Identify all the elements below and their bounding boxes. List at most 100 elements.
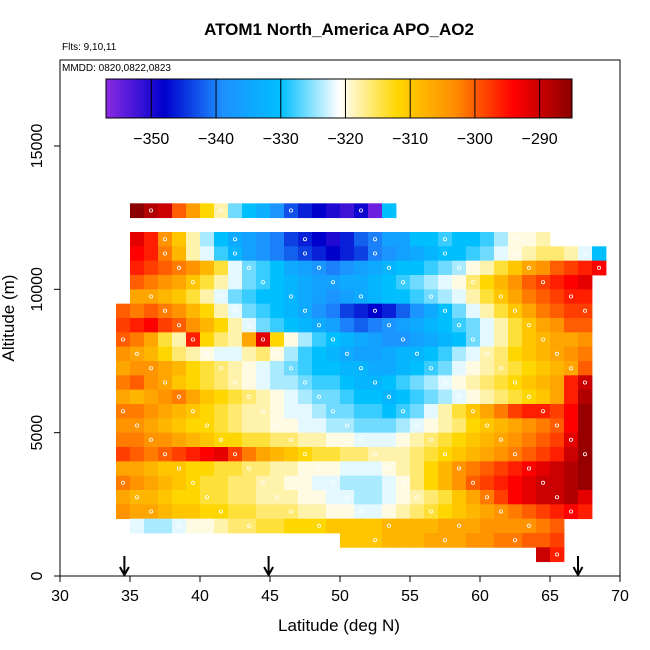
- sample-point-marker: [400, 337, 405, 342]
- heatmap-cell: [410, 232, 425, 247]
- heatmap-cell: [354, 418, 369, 434]
- heatmap-cell: [158, 418, 173, 434]
- heatmap-cell: [116, 375, 131, 391]
- heatmap-cell: [508, 346, 523, 362]
- heatmap-cell: [424, 447, 439, 462]
- heatmap-cell: [480, 404, 495, 419]
- heatmap-cell: [200, 389, 215, 405]
- heatmap-cell: [200, 418, 215, 434]
- heatmap-cell: [564, 289, 579, 305]
- heatmap-cell: [550, 361, 565, 376]
- heatmap-cell: [438, 504, 453, 520]
- heatmap-cell: [242, 490, 257, 505]
- sample-point-marker: [302, 251, 307, 256]
- heatmap-cell: [270, 461, 285, 477]
- x-tick-label: 55: [401, 588, 419, 605]
- heatmap-cell: [410, 318, 425, 333]
- heatmap-cell: [410, 404, 425, 419]
- heatmap-cell: [200, 504, 215, 520]
- flights-annotation: Flts: 9,10,11: [62, 42, 117, 53]
- heatmap-cell: [270, 447, 285, 462]
- heatmap-cell: [508, 318, 523, 333]
- heatmap-cell: [452, 490, 467, 505]
- heatmap-cell: [130, 289, 145, 305]
- heatmap-cell: [550, 504, 565, 520]
- heatmap-cell: [158, 404, 173, 419]
- heatmap-cell: [116, 404, 131, 419]
- heatmap-cell: [396, 275, 411, 290]
- colorbar-tick-label: −290: [522, 131, 558, 148]
- heatmap-cell: [480, 533, 495, 548]
- heatmap-cell: [284, 404, 299, 419]
- sample-point-marker: [442, 308, 447, 313]
- heatmap-cells: [116, 203, 607, 563]
- heatmap-cell: [522, 518, 537, 534]
- heatmap-cell: [536, 275, 551, 290]
- heatmap-cell: [172, 447, 187, 462]
- heatmap-cell: [480, 490, 495, 505]
- heatmap-cell: [564, 475, 579, 491]
- x-tick-label: 35: [121, 588, 139, 605]
- heatmap-cell: [438, 389, 453, 405]
- sample-point-marker: [498, 294, 503, 299]
- sample-point-marker: [148, 509, 153, 514]
- heatmap-cell: [494, 418, 509, 434]
- heatmap-cell: [424, 490, 439, 505]
- heatmap-cell: [200, 246, 215, 262]
- heatmap-cell: [242, 389, 257, 405]
- heatmap-cell: [536, 504, 551, 520]
- heatmap-cell: [284, 361, 299, 376]
- heatmap-cell: [410, 490, 425, 505]
- heatmap-cell: [116, 332, 131, 348]
- heatmap-cell: [298, 246, 313, 262]
- sample-point-marker: [121, 337, 126, 342]
- heatmap-cell: [200, 289, 215, 305]
- heatmap-cell: [578, 375, 593, 391]
- heatmap-cell: [298, 475, 313, 491]
- heatmap-cell: [368, 504, 383, 520]
- sample-point-marker: [302, 237, 307, 242]
- heatmap-cell: [284, 432, 299, 448]
- heatmap-cell: [452, 346, 467, 362]
- heatmap-cell: [480, 303, 495, 319]
- heatmap-cell: [242, 404, 257, 419]
- heatmap-cell: [438, 404, 453, 419]
- sample-point-marker: [344, 351, 349, 356]
- heatmap-cell: [438, 246, 453, 262]
- sample-point-marker: [232, 308, 237, 313]
- heatmap-cell: [438, 375, 453, 391]
- heatmap-cell: [326, 447, 341, 462]
- heatmap-cell: [144, 275, 159, 290]
- heatmap-cell: [144, 303, 159, 319]
- heatmap-cell: [158, 332, 173, 348]
- heatmap-cell: [186, 447, 201, 462]
- heatmap-cell: [368, 232, 383, 247]
- heatmap-cell: [186, 260, 201, 276]
- heatmap-cell: [214, 361, 229, 376]
- sample-point-marker: [218, 366, 223, 371]
- heatmap-cell: [284, 375, 299, 391]
- heatmap-cell: [536, 418, 551, 434]
- sample-point-marker: [442, 452, 447, 457]
- heatmap-cell: [424, 246, 439, 262]
- heatmap-cell: [578, 447, 593, 462]
- sample-point-marker: [330, 480, 335, 485]
- heatmap-cell: [116, 475, 131, 491]
- sample-point-marker: [358, 366, 363, 371]
- heatmap-cell: [368, 203, 383, 219]
- sample-point-marker: [541, 409, 546, 414]
- sample-point-marker: [148, 366, 153, 371]
- heatmap-cell: [382, 203, 397, 219]
- heatmap-cell: [452, 389, 467, 405]
- heatmap-cell: [270, 375, 285, 391]
- heatmap-cell: [424, 289, 439, 305]
- heatmap-cell: [200, 318, 215, 333]
- sample-point-marker: [513, 380, 518, 385]
- colorbar-ticks: −350 −340 −330 −320 −310 −300 −290: [133, 79, 558, 148]
- heatmap-cell: [494, 447, 509, 462]
- heatmap-cell: [536, 361, 551, 376]
- heatmap-cell: [214, 260, 229, 276]
- heatmap-cell: [452, 504, 467, 520]
- heatmap-cell: [186, 275, 201, 290]
- heatmap-cell: [466, 447, 481, 462]
